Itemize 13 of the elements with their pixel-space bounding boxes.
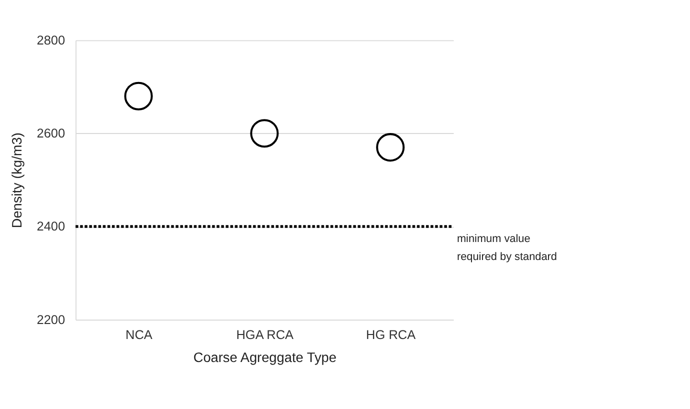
- point: [376, 133, 405, 162]
- y-tick-label: 2200: [36, 312, 66, 327]
- y-tick-label: 2600: [36, 125, 66, 140]
- point: [250, 119, 279, 148]
- x-tick-label: HG RCA: [366, 327, 416, 342]
- y-tick-label: 2800: [36, 32, 66, 48]
- x-axis-title: Coarse Agreggate Type: [193, 350, 336, 365]
- x-tick-label: HGA RCA: [236, 327, 294, 342]
- y-tick-label: 2400: [36, 218, 66, 234]
- ref-line-label: minimum value required by standard: [456, 232, 558, 264]
- y-axis-title: Density (kg/m3): [9, 132, 24, 228]
- x-tick-label: NCA: [126, 327, 153, 342]
- point: [124, 82, 153, 110]
